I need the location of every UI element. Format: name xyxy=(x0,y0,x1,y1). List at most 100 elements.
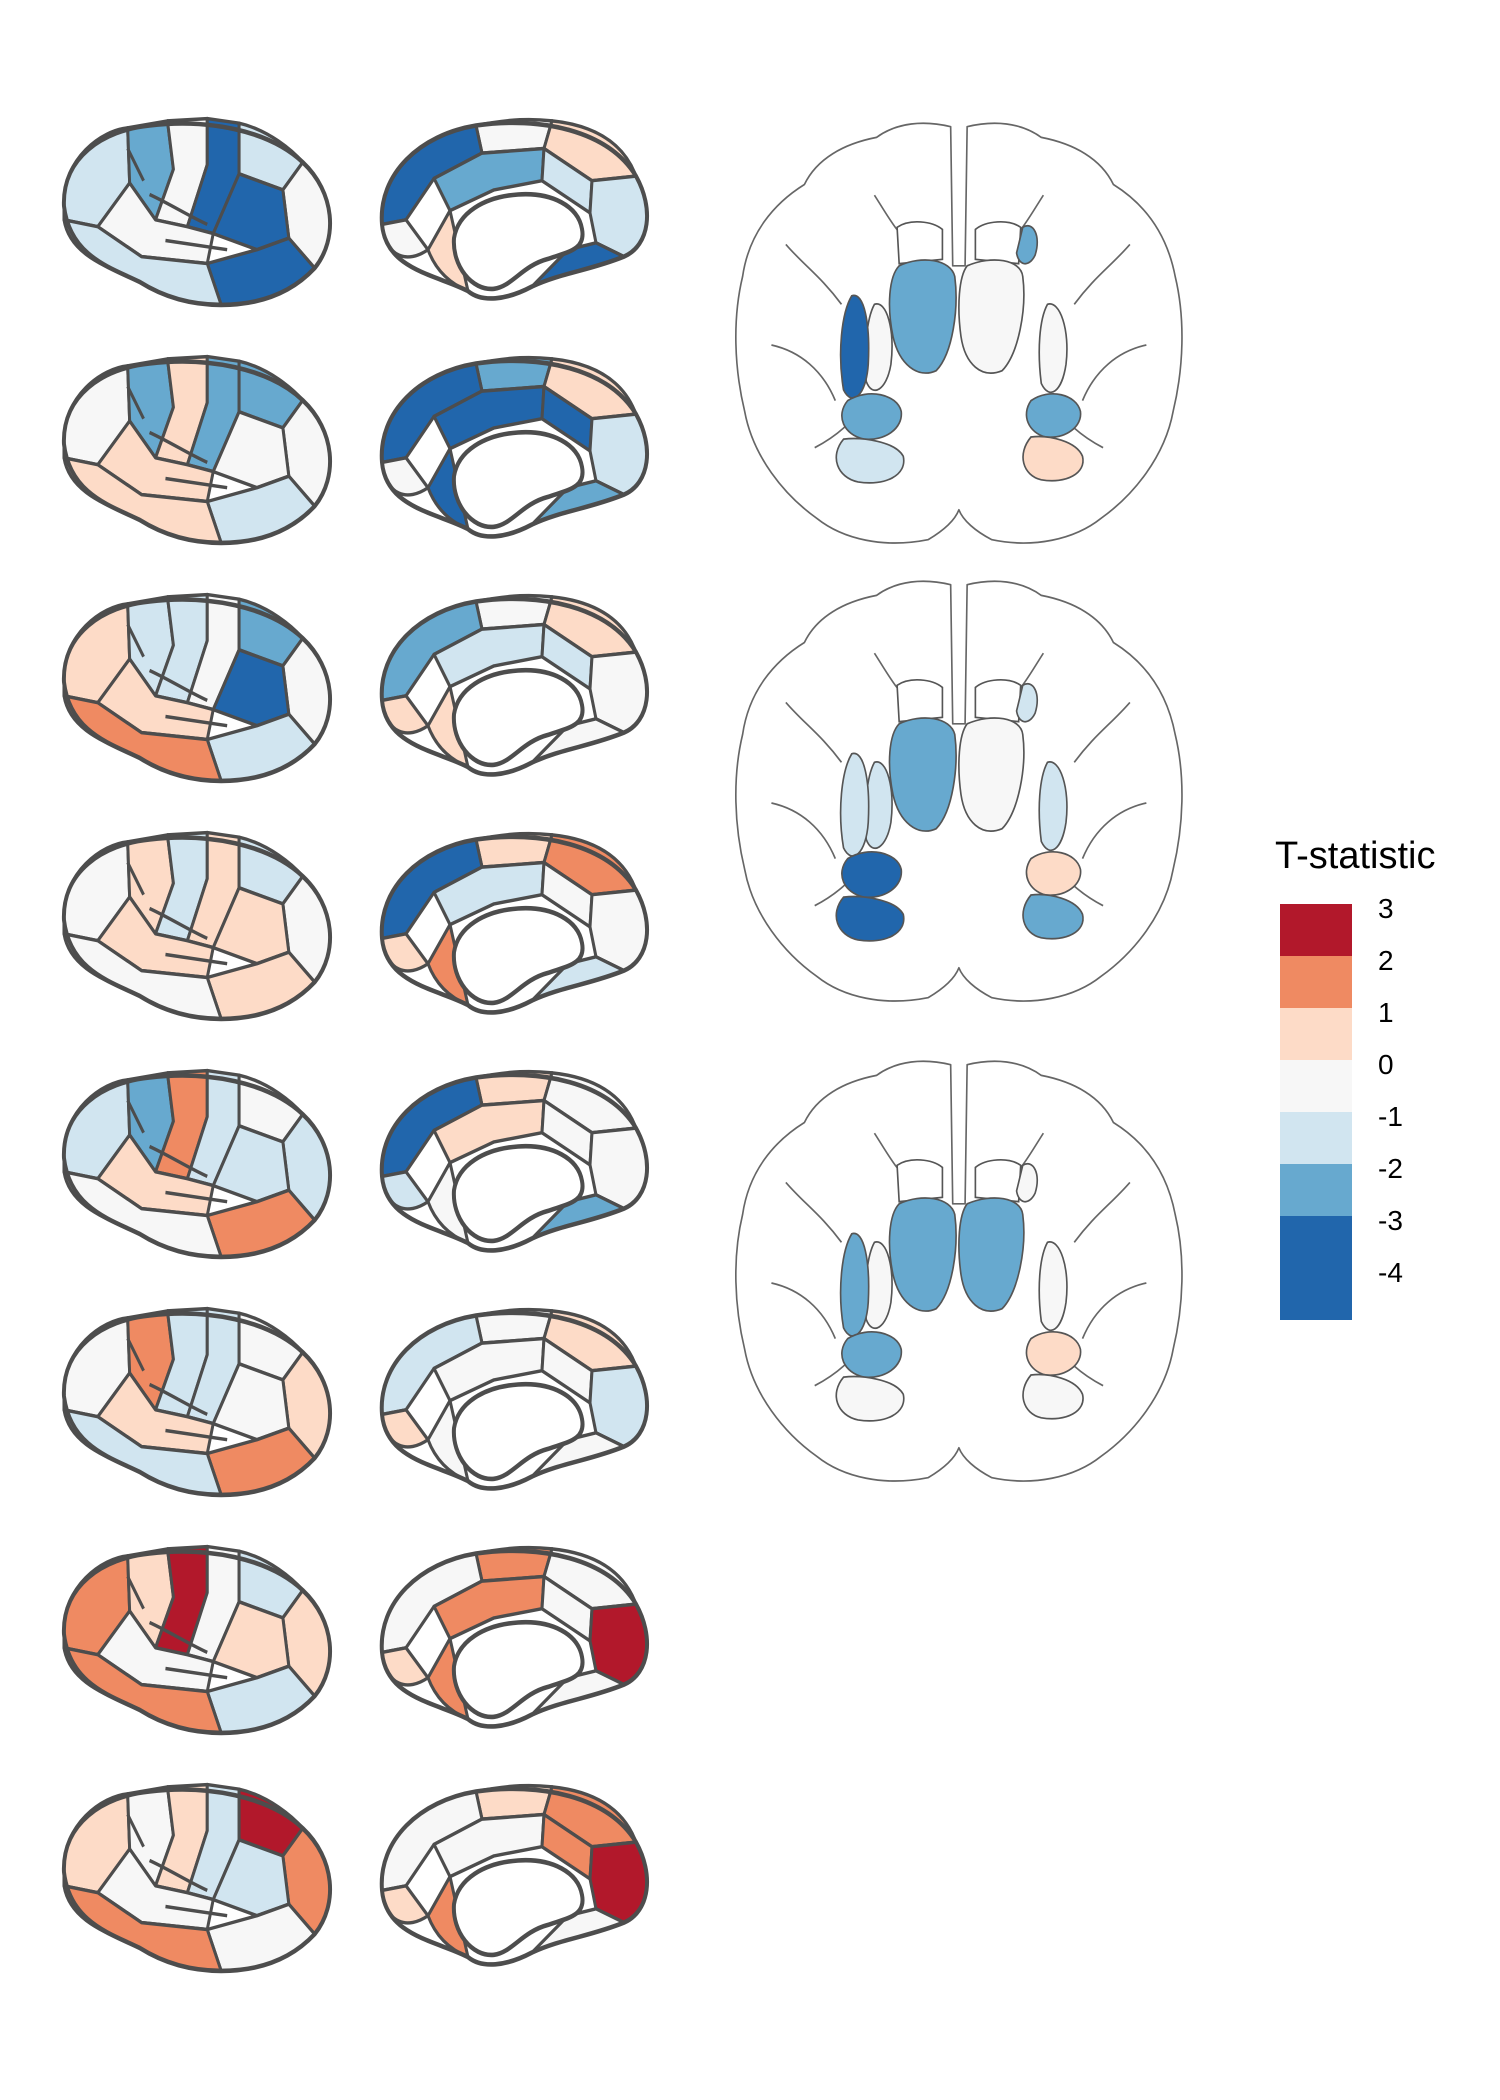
slice-outline xyxy=(735,122,1183,544)
lateral-outline xyxy=(61,1311,333,1498)
cortical-parcel xyxy=(380,1170,430,1211)
medial-wall xyxy=(451,667,585,768)
right-putamen-region xyxy=(1038,303,1068,394)
medial-outline xyxy=(379,1072,649,1253)
legend-title: T-statistic xyxy=(1275,835,1435,877)
left-thalamus-region xyxy=(888,717,957,832)
right-hippocampus-region xyxy=(1022,1373,1084,1420)
cortical-parcel xyxy=(380,694,430,735)
legend-swatch xyxy=(1280,904,1352,956)
lateral-view-6 xyxy=(61,1306,333,1498)
left-amygdala-region xyxy=(841,851,903,899)
cortical-brain-maps xyxy=(61,116,649,1974)
lateral-view-8 xyxy=(61,1782,333,1974)
left-thalamus-region xyxy=(888,1197,957,1312)
lateral-outline xyxy=(61,597,333,784)
slice-outline xyxy=(735,1060,1183,1482)
legend-label: -4 xyxy=(1378,1257,1403,1288)
sulcus-line xyxy=(126,1575,228,1680)
medial-view-8 xyxy=(379,1783,649,1967)
left-caudate xyxy=(896,679,944,723)
sulcus-line xyxy=(126,1813,228,1918)
legend-label: -2 xyxy=(1378,1153,1403,1184)
left-putamen-region xyxy=(839,1232,870,1337)
cortical-parcel xyxy=(380,456,430,497)
medial-outline xyxy=(379,120,649,301)
left-hippocampus-region xyxy=(835,437,905,484)
medial-outline xyxy=(379,358,649,539)
right-caudate-region xyxy=(1015,224,1039,265)
medial-wall xyxy=(451,429,585,530)
lateral-view-1 xyxy=(61,116,333,308)
right-caudate-region xyxy=(1015,682,1039,723)
legend-label: 0 xyxy=(1378,1049,1394,1080)
right-caudate-body xyxy=(974,1159,1022,1203)
legend-label: 2 xyxy=(1378,945,1394,976)
lateral-view-2 xyxy=(61,354,333,546)
lateral-outline xyxy=(61,835,333,1022)
right-amygdala-region xyxy=(1025,851,1082,896)
left-amygdala-region xyxy=(841,1331,903,1379)
medial-view-1 xyxy=(379,117,649,301)
left-putamen-region xyxy=(839,752,870,857)
subcortical-slices xyxy=(735,122,1183,1482)
medial-wall xyxy=(451,1619,585,1720)
cortical-parcel xyxy=(380,1646,430,1687)
lateral-view-5 xyxy=(61,1068,333,1260)
legend-swatch xyxy=(1280,1112,1352,1164)
lateral-view-4 xyxy=(61,830,333,1022)
right-amygdala-region xyxy=(1025,393,1082,438)
coronal-slice-3 xyxy=(735,1060,1183,1482)
coronal-slice-1 xyxy=(735,122,1183,544)
lateral-outline xyxy=(61,1073,333,1260)
lateral-outline xyxy=(61,121,333,308)
left-caudate xyxy=(896,221,944,265)
right-putamen-region xyxy=(1038,761,1068,852)
legend-swatch xyxy=(1280,1008,1352,1060)
medial-view-3 xyxy=(379,593,649,777)
medial-view-7 xyxy=(379,1545,649,1729)
left-hippocampus-region xyxy=(835,895,905,942)
right-thalamus-region xyxy=(958,1197,1025,1312)
left-amygdala-region xyxy=(841,393,903,441)
cortical-parcel xyxy=(380,218,430,259)
medial-outline xyxy=(379,834,649,1015)
medial-outline xyxy=(379,1310,649,1491)
left-caudate xyxy=(896,1159,944,1203)
right-caudate-body xyxy=(974,679,1022,723)
right-hippocampus-region xyxy=(1022,893,1084,940)
legend-swatch xyxy=(1280,956,1352,1008)
legend-swatch xyxy=(1280,1268,1352,1320)
medial-wall xyxy=(451,191,585,292)
slice-outline xyxy=(735,580,1183,1002)
right-amygdala-region xyxy=(1025,1331,1082,1376)
legend-label: -1 xyxy=(1378,1101,1403,1132)
left-hippocampus-region xyxy=(835,1375,905,1422)
right-caudate-body xyxy=(974,221,1022,265)
lateral-view-3 xyxy=(61,592,333,784)
medial-wall xyxy=(451,905,585,1006)
legend-swatch xyxy=(1280,1216,1352,1268)
sulcus-line xyxy=(126,1337,228,1442)
right-thalamus-region xyxy=(958,717,1025,832)
legend-label: 3 xyxy=(1378,893,1394,924)
lateral-outline xyxy=(61,359,333,546)
coronal-slice-2 xyxy=(735,580,1183,1002)
sulcus-line xyxy=(126,385,228,490)
right-hippocampus-region xyxy=(1022,435,1084,482)
medial-view-2 xyxy=(379,355,649,539)
left-putamen-region xyxy=(839,294,870,399)
legend-swatch xyxy=(1280,1164,1352,1216)
sulcus-line xyxy=(126,623,228,728)
lateral-outline xyxy=(61,1787,333,1974)
sulcus-line xyxy=(126,861,228,966)
color-legend: T-statistic 3 2 1 0 -1 -2 -3 -4 xyxy=(1275,835,1435,1320)
right-caudate-region xyxy=(1015,1162,1039,1203)
medial-outline xyxy=(379,596,649,777)
medial-outline xyxy=(379,1786,649,1967)
right-thalamus-region xyxy=(958,259,1025,374)
sulcus-line xyxy=(126,147,228,252)
legend-label: 1 xyxy=(1378,997,1394,1028)
right-putamen-region xyxy=(1038,1241,1068,1332)
